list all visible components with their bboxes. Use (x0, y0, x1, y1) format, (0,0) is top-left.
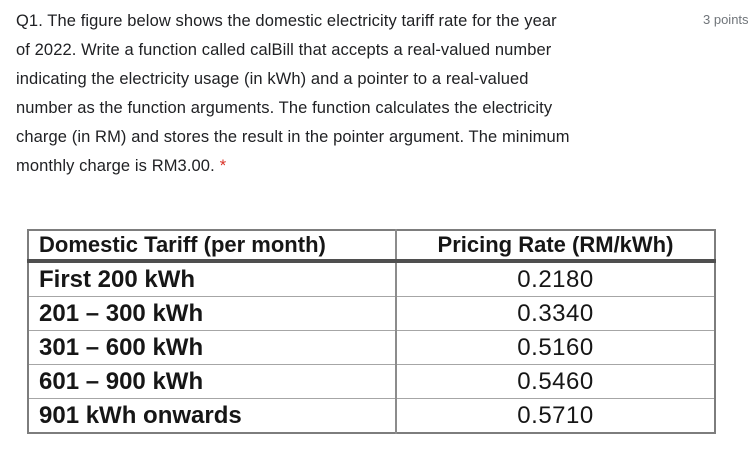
question-line: Q1. The figure below shows the domestic … (16, 12, 557, 30)
tier-cell: 901 kWh onwards (27, 398, 397, 434)
rate-cell: 0.3340 (395, 296, 716, 331)
question-line: indicating the electricity usage (in kWh… (16, 70, 529, 88)
tier-cell: 301 – 600 kWh (27, 330, 397, 365)
tier-cell: First 200 kWh (27, 260, 397, 297)
table-row: 901 kWh onwards 0.5710 (27, 398, 716, 434)
points-badge: 3 points (703, 12, 749, 27)
table-row: 301 – 600 kWh 0.5160 (27, 330, 716, 365)
tariff-table: Domestic Tariff (per month) Pricing Rate… (27, 229, 716, 434)
rate-cell: 0.5460 (395, 364, 716, 399)
rate-cell: 0.5160 (395, 330, 716, 365)
rate-cell: 0.2180 (395, 260, 716, 297)
table-row: First 200 kWh 0.2180 (27, 260, 716, 297)
column-header-tariff: Domestic Tariff (per month) (27, 229, 397, 263)
question-line: monthly charge is RM3.00. * (16, 152, 570, 181)
rate-cell: 0.5710 (395, 398, 716, 434)
table-row: 201 – 300 kWh 0.3340 (27, 296, 716, 331)
question-line: of 2022. Write a function called calBill… (16, 41, 552, 59)
question-line: charge (in RM) and stores the result in … (16, 128, 570, 146)
column-header-rate: Pricing Rate (RM/kWh) (395, 229, 716, 263)
question-line: number as the function arguments. The fu… (16, 99, 553, 117)
required-asterisk: * (219, 157, 227, 175)
tier-cell: 601 – 900 kWh (27, 364, 397, 399)
tariff-figure: Domestic Tariff (per month) Pricing Rate… (27, 229, 716, 434)
tier-cell: 201 – 300 kWh (27, 296, 397, 331)
table-header-row: Domestic Tariff (per month) Pricing Rate… (27, 229, 716, 263)
question-title: Q1. The figure below shows the domestic … (16, 7, 570, 181)
table-row: 601 – 900 kWh 0.5460 (27, 364, 716, 399)
question-line-text: monthly charge is RM3.00. (16, 157, 215, 175)
